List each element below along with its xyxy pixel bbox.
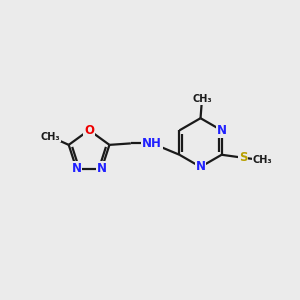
Text: N: N [217, 124, 226, 137]
Text: CH₃: CH₃ [192, 94, 212, 104]
Text: CH₃: CH₃ [253, 155, 272, 165]
Text: N: N [71, 162, 82, 175]
Text: NH: NH [142, 137, 162, 150]
Text: N: N [97, 162, 106, 175]
Text: O: O [84, 124, 94, 136]
Text: S: S [239, 151, 247, 164]
Text: CH₃: CH₃ [40, 132, 60, 142]
Text: N: N [196, 160, 206, 173]
